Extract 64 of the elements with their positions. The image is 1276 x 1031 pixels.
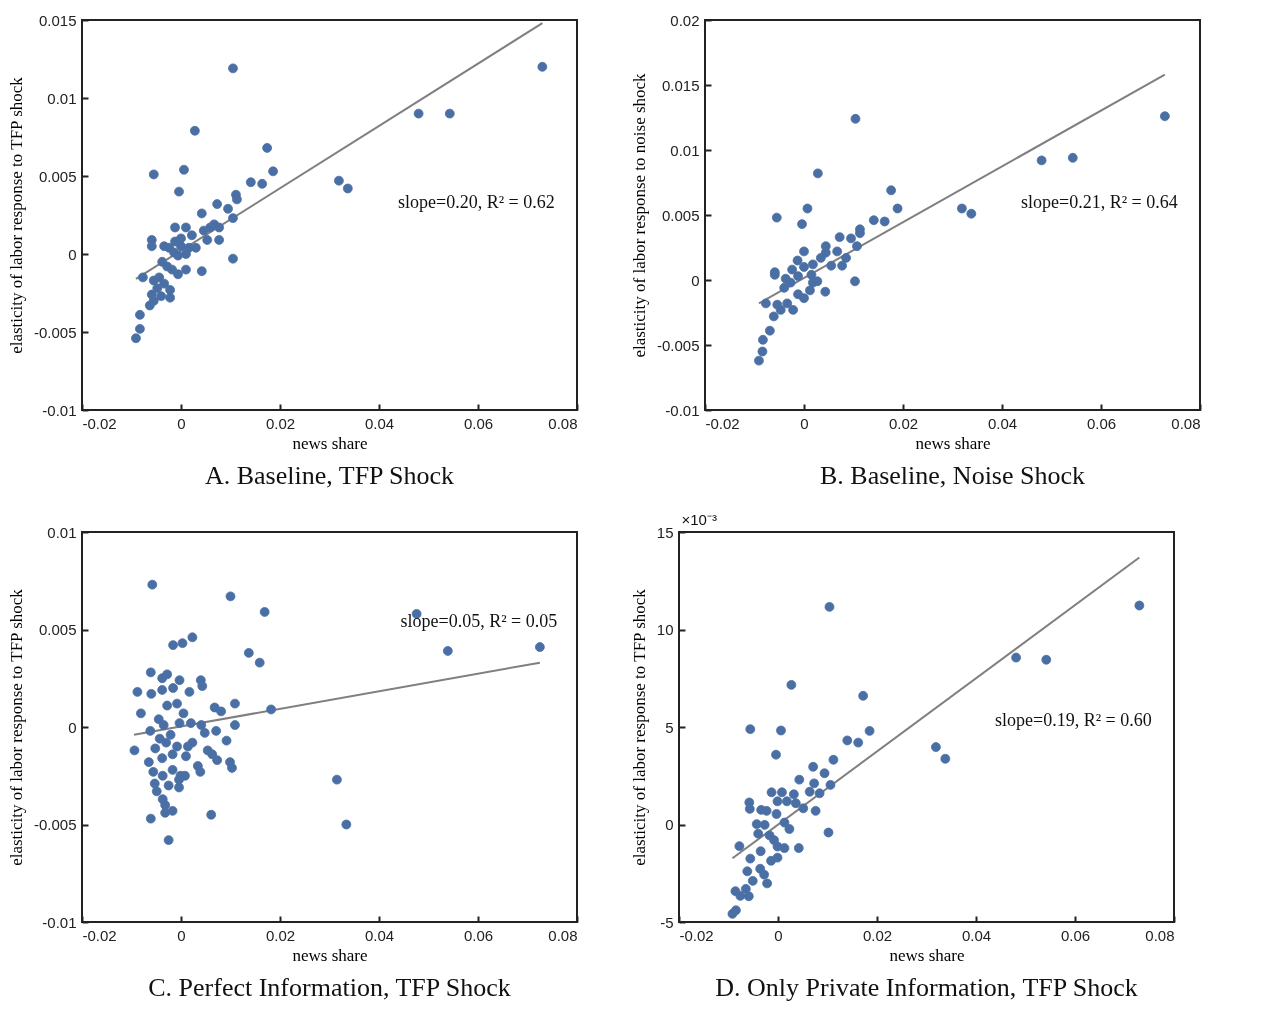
annotation: slope=0.21, R² = 0.64 bbox=[1021, 192, 1178, 213]
y-tick-label: 0 bbox=[68, 245, 77, 263]
y-tick-label: 0.02 bbox=[670, 11, 700, 29]
x-tick-label: 0.06 bbox=[463, 414, 494, 432]
y-tick-label: -0.005 bbox=[33, 816, 77, 833]
y-tick-label: 0.005 bbox=[661, 206, 700, 224]
x-tick-label: 0 bbox=[774, 926, 783, 944]
text: A. Baseline, TFP Shock bbox=[204, 461, 455, 490]
annotation: slope=0.19, R² = 0.60 bbox=[995, 710, 1152, 731]
x-axis-title: news share bbox=[915, 433, 991, 453]
x-tick-label: 0.06 bbox=[1060, 926, 1091, 944]
x-tick-label: 0.04 bbox=[364, 414, 395, 432]
x-tick-label: 0.02 bbox=[265, 414, 296, 432]
x-tick-label: 0.04 bbox=[364, 926, 395, 944]
x-tick-label: 0.08 bbox=[548, 926, 578, 944]
x-tick-label: 0.04 bbox=[961, 926, 992, 944]
x-tick-label: 0.02 bbox=[862, 926, 893, 944]
x-tick-label: 0.04 bbox=[987, 414, 1018, 432]
x-axis-title: news share bbox=[292, 433, 368, 453]
y-tick-label: -0.005 bbox=[656, 336, 700, 354]
y-tick-label: 0.015 bbox=[661, 76, 700, 94]
y-axis-title: elasticity of labor response to noise shock bbox=[629, 72, 649, 358]
y-tick-label: -5 bbox=[660, 913, 674, 931]
annotation: slope=0.05, R² = 0.05 bbox=[400, 610, 558, 631]
x-tick-label: 0.02 bbox=[265, 926, 296, 944]
x-tick-label: 0.02 bbox=[888, 414, 919, 432]
y-tick-label: 0 bbox=[665, 816, 674, 833]
x-tick-label: -0.02 bbox=[82, 926, 117, 944]
x-tick-label: 0 bbox=[177, 414, 186, 432]
y-tick-label: 0.01 bbox=[47, 89, 77, 107]
x-axis-title: news share bbox=[292, 945, 368, 965]
x-tick-label: 0.06 bbox=[1086, 414, 1117, 432]
y-tick-label: 0.005 bbox=[38, 167, 77, 185]
x-tick-label: 0.08 bbox=[1145, 926, 1175, 944]
y-tick-label: 0.01 bbox=[47, 523, 77, 541]
text: B. Baseline, Noise Shock bbox=[819, 461, 1086, 490]
y-axis-title: elasticity of labor response to TFP shock bbox=[629, 588, 649, 866]
y-tick-label: -0.005 bbox=[33, 323, 77, 341]
text: C. Perfect Information, TFP Shock bbox=[148, 973, 511, 1002]
y-axis-title: elasticity of labor response to TFP shock bbox=[6, 588, 26, 866]
x-tick-label: 0.08 bbox=[548, 414, 578, 432]
annotation: slope=0.20, R² = 0.62 bbox=[398, 192, 555, 213]
x-tick-label: 0 bbox=[800, 414, 809, 432]
y-axis-title: elasticity of labor response to TFP shock bbox=[6, 76, 26, 354]
y-tick-label: -0.01 bbox=[42, 913, 77, 931]
x-tick-label: 0.08 bbox=[1171, 414, 1201, 432]
x-tick-label: -0.02 bbox=[679, 926, 714, 944]
text: ×10⁻³ bbox=[681, 511, 717, 529]
y-tick-label: 10 bbox=[656, 621, 674, 638]
text: D. Only Private Information, TFP Shock bbox=[715, 973, 1138, 1002]
y-tick-label: -0.01 bbox=[42, 401, 77, 419]
y-tick-label: 0.01 bbox=[670, 141, 700, 159]
x-tick-label: -0.02 bbox=[82, 414, 117, 432]
y-tick-label: 0 bbox=[68, 718, 77, 736]
y-tick-label: 15 bbox=[656, 523, 674, 541]
x-tick-label: 0 bbox=[177, 926, 186, 944]
x-tick-label: -0.02 bbox=[705, 414, 740, 432]
y-tick-label: 0.005 bbox=[38, 621, 77, 638]
y-tick-label: 0.015 bbox=[38, 11, 77, 29]
x-axis-title: news share bbox=[889, 945, 965, 965]
x-tick-label: 0.06 bbox=[463, 926, 494, 944]
y-tick-label: 5 bbox=[665, 718, 674, 736]
y-tick-label: -0.01 bbox=[665, 401, 700, 419]
y-tick-label: 0 bbox=[691, 271, 700, 289]
